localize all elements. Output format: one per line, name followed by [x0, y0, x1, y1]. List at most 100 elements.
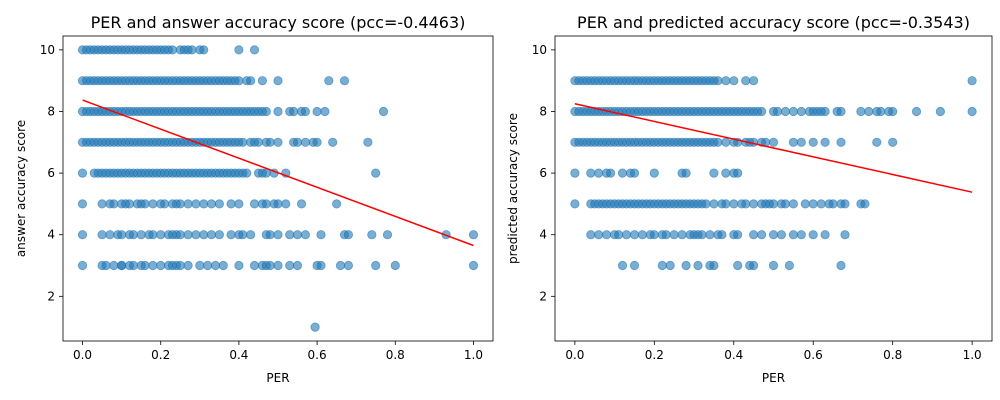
scatter-point — [109, 199, 119, 209]
scatter-point — [300, 137, 310, 147]
scatter-point — [629, 168, 640, 178]
scatter-point — [649, 230, 659, 240]
scatter-point — [594, 230, 604, 240]
scatter-point — [273, 199, 283, 209]
scatter-point — [733, 260, 743, 271]
scatter-point — [234, 260, 244, 271]
x-tick-label: 0.4 — [724, 348, 743, 362]
x-tick-label: 0.6 — [308, 348, 327, 362]
y-tick-label: 8 — [539, 104, 547, 118]
scatter-point — [828, 199, 838, 209]
scatter-point — [967, 76, 977, 86]
scatter-point — [768, 230, 779, 240]
scatter-point — [343, 260, 353, 271]
scatter-point — [876, 106, 886, 117]
scatter-point — [312, 106, 322, 117]
scatter-point — [175, 230, 185, 240]
scatter-point — [117, 260, 127, 271]
scatter-point — [570, 199, 580, 209]
scatter-point — [605, 168, 616, 178]
y-tick-label: 4 — [539, 228, 547, 242]
scatter-point — [721, 199, 731, 209]
scatter-point — [768, 199, 779, 209]
scatter-point — [148, 260, 158, 271]
scatter-point — [570, 168, 580, 178]
x-tick-label: 1.0 — [464, 348, 483, 362]
scatter-point — [836, 106, 846, 117]
plot-frame — [554, 35, 993, 342]
scatter-point — [788, 106, 799, 117]
scatter-point — [717, 230, 727, 240]
scatter-point — [77, 199, 88, 209]
scatter-point — [709, 168, 719, 178]
scatter-point — [371, 168, 381, 178]
y-tick-label: 2 — [47, 289, 55, 303]
scatter-point — [629, 260, 640, 271]
scatter-point — [617, 260, 628, 271]
scatter-point — [246, 76, 256, 86]
scatter-point — [808, 199, 818, 209]
scatter-point — [468, 230, 479, 240]
y-axis-label: answer accuracy score — [14, 120, 28, 257]
scatter-point — [756, 230, 767, 240]
scatter-point — [864, 106, 874, 117]
scatter-point — [238, 230, 248, 240]
scatter-point — [316, 230, 326, 240]
chart-title: PER and predicted accuracy score (pcc=-0… — [577, 13, 970, 32]
scatter-point — [292, 230, 303, 240]
x-axis-label: PER — [762, 371, 785, 385]
scatter-point — [183, 230, 193, 240]
scatter-point — [836, 260, 846, 271]
scatter-points — [570, 76, 977, 271]
scatter-point — [840, 230, 850, 240]
scatter-point — [772, 106, 783, 117]
scatter-point — [320, 106, 330, 117]
scatter-point — [709, 199, 719, 209]
scatter-point — [191, 199, 201, 209]
scatter-point — [238, 137, 248, 147]
scatter-point — [733, 168, 743, 178]
scatter-point — [136, 230, 146, 240]
scatter-point — [756, 106, 767, 117]
scatter-point — [796, 106, 806, 117]
scatter-point — [661, 230, 671, 240]
scatter-point — [97, 199, 107, 209]
scatter-point — [324, 76, 334, 86]
scatter-point — [265, 137, 275, 147]
scatter-point — [836, 137, 846, 147]
scatter-point — [300, 106, 310, 117]
scatter-point — [316, 260, 326, 271]
scatter-point — [140, 260, 150, 271]
scatter-point — [468, 260, 479, 271]
scatter-point — [788, 230, 799, 240]
scatter-point — [273, 106, 283, 117]
scatter-points — [77, 45, 479, 332]
scatter-point — [300, 230, 310, 240]
scatter-point — [199, 45, 209, 55]
scatter-point — [820, 106, 830, 117]
answer-accuracy-chart: 0.0 0.2 0.4 0.6 0.8 1.0 2 4 6 8 10 PER and answer a… — [14, 13, 494, 385]
scatter-point — [257, 76, 267, 86]
scatter-point — [840, 199, 850, 209]
scatter-point — [713, 76, 723, 86]
scatter-point — [105, 230, 115, 240]
regression-line — [82, 99, 474, 247]
scatter-point — [273, 230, 283, 240]
scatter-point — [210, 260, 221, 271]
scatter-point — [281, 199, 291, 209]
scatter-point — [621, 230, 632, 240]
scatter-point — [175, 199, 185, 209]
scatter-point — [367, 230, 377, 240]
scatter-point — [285, 260, 295, 271]
scatter-point — [860, 199, 870, 209]
scatter-point — [382, 230, 393, 240]
scatter-point — [199, 230, 209, 240]
x-tick-label: 0.6 — [804, 348, 823, 362]
scatter-point — [617, 168, 628, 178]
x-axis-label: PER — [266, 371, 289, 385]
scatter-point — [335, 260, 346, 271]
x-tick-label: 0.4 — [229, 348, 248, 362]
scatter-point — [187, 45, 197, 55]
scatter-point — [242, 168, 252, 178]
